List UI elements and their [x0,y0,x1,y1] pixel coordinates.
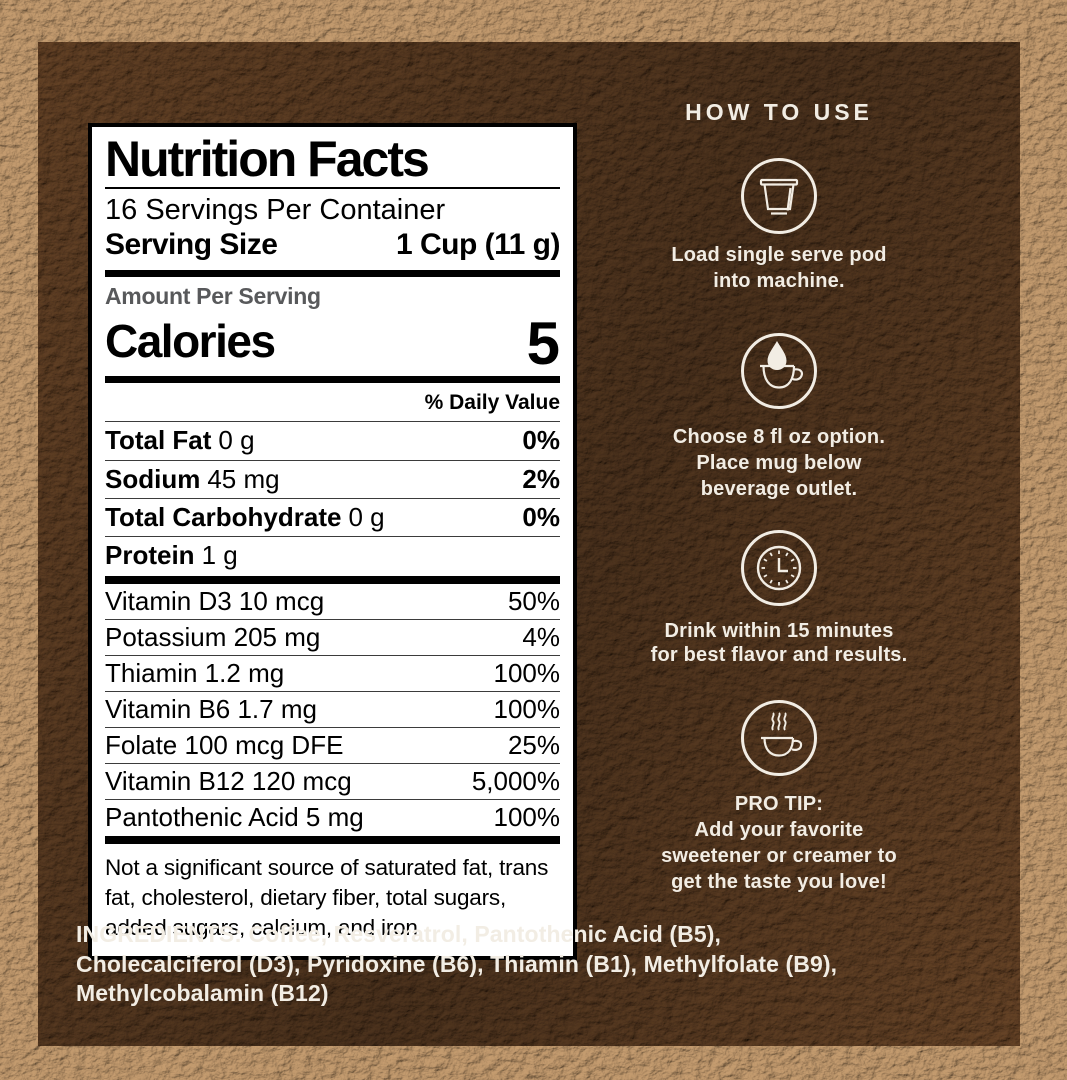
calories-row: Calories 5 [105,310,560,374]
serving-size-row: Serving Size 1 Cup (11 g) [105,228,561,262]
ingredients-line: INGREDIENTS: Coffee, Resveratrol, Pantot… [76,921,722,947]
serving-size-label: Serving Size [105,228,278,262]
nutrient-amount: 1 g [201,539,238,570]
vitamin-row-pantothenic-acid: Pantothenic Acid 5 mg 100% [105,800,560,835]
vitamin-row-folate: Folate 100 mcg DFE 25% [105,728,560,765]
nutrient-name: Total Fat [105,425,212,456]
amount-per-serving-label: Amount Per Serving [105,283,321,310]
steaming-cup-icon [741,700,817,776]
vitamin-name: Vitamin B6 1.7 mg [105,694,317,725]
calories-label: Calories [105,315,276,368]
coffee-pod-icon [741,158,817,234]
nutrient-row-carbohydrate: Total Carbohydrate 0 g 0% [105,499,560,537]
nutrition-facts-title: Nutrition Facts [105,131,430,187]
step-text-pro-tip: PRO TIP: Add your favorite sweetener or … [661,793,897,893]
nutrition-facts-panel: Nutrition Facts 16 Servings Per Containe… [88,123,577,961]
mug-drop-icon [741,333,817,409]
nutrient-name: Sodium [105,463,201,494]
nutrient-row-sodium: Sodium 45 mg 2% [105,461,560,499]
nutrient-row-protein: Protein 1 g [105,537,560,574]
vitamin-dv: 25% [507,730,560,761]
step-text-load-pod: Load single serve pod into machine. [671,244,887,292]
vitamin-row-potassium: Potassium 205 mg 4% [105,620,560,656]
nutrient-amount: 45 mg [207,463,280,494]
nutrient-row-total-fat: Total Fat 0 g 0% [105,422,560,461]
vitamin-dv: 4% [522,621,560,652]
step-text-choose-option: Choose 8 fl oz option. Place mug below b… [672,426,886,500]
vitamin-name: Thiamin 1.2 mg [105,657,285,688]
calories-value: 5 [526,310,560,378]
daily-value-header: % Daily Value [105,383,560,423]
label-footnote: Not a significant source of saturated fa… [105,855,549,941]
serving-size-value: 1 Cup (11 g) [395,228,561,262]
thick-rule [105,836,560,845]
step-text-drink-within: Drink within 15 minutes for best flavor … [650,620,908,666]
vitamin-dv: 5,000% [471,766,560,797]
ingredients-line: Methylcobalamin (B12) [76,980,329,1006]
vitamin-name: Pantothenic Acid 5 mg [105,802,364,833]
vitamin-name: Folate 100 mcg DFE [105,730,344,761]
how-to-use-section: HOW TO USE Load single serve pod into ma… [624,99,934,930]
vitamin-dv: 100% [493,802,561,833]
thick-rule [105,376,560,384]
vitamin-dv: 100% [493,694,561,725]
nutrient-dv: 2% [522,463,560,494]
how-to-use-heading: HOW TO USE [685,99,873,125]
vitamin-name: Potassium 205 mg [105,621,321,652]
clock-icon [741,530,817,606]
vitamin-name: Vitamin B12 120 mcg [105,766,352,797]
vitamin-name: Vitamin D3 10 mcg [105,585,325,616]
nutrient-name: Protein [105,539,195,570]
nutrient-dv: 0% [522,501,560,532]
nutrient-name: Total Carbohydrate [105,501,342,532]
vitamin-dv: 50% [507,585,560,616]
vitamin-row-b12: Vitamin B12 120 mcg 5,000% [105,764,560,801]
vitamin-row-d3: Vitamin D3 10 mcg 50% [105,584,560,620]
nutrient-dv: 0% [522,425,560,456]
vitamin-dv: 100% [493,657,561,688]
vitamin-row-b6: Vitamin B6 1.7 mg 100% [105,692,561,729]
thick-rule [105,575,560,584]
nutrient-amount: 0 g [218,425,255,456]
servings-per-container: 16 Servings Per Container [105,194,446,226]
ingredients-line: Cholecalciferol (D3), Pyridoxine (B6), T… [76,950,838,977]
ingredients-section: INGREDIENTS: Coffee, Resveratrol, Pantot… [76,920,996,1009]
thick-rule [105,270,560,278]
vitamin-row-thiamin: Thiamin 1.2 mg 100% [105,656,561,693]
nutrient-amount: 0 g [348,501,385,532]
divider [105,187,560,189]
